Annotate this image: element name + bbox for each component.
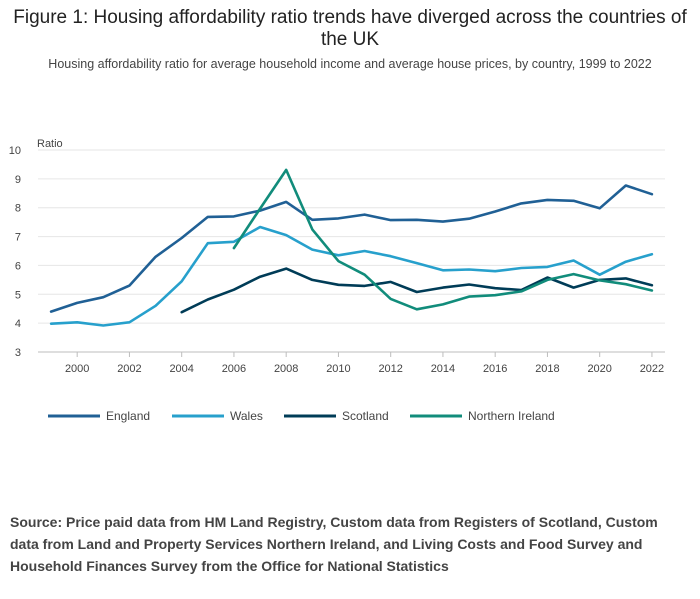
legend-label: Scotland (342, 409, 389, 423)
y-tick-label: 6 (15, 260, 21, 272)
y-axis-ticks: 3 4 5 6 7 8 9 10 (9, 145, 21, 359)
gridlines (38, 149, 665, 353)
series-line-england (49, 184, 654, 313)
x-tick-label: 2006 (222, 363, 246, 375)
x-tick-label: 2016 (483, 363, 507, 375)
x-tick-label: 2014 (431, 363, 455, 375)
series-line-northern-ireland (232, 168, 654, 311)
series-line-wales (49, 225, 654, 327)
legend-label: Wales (230, 409, 263, 423)
legend-item-scotland: Scotland (284, 409, 389, 423)
y-tick-label: 3 (15, 347, 21, 359)
x-axis-ticks: 2000 2002 2004 2006 2008 2010 2012 2014 2016 2018… (65, 352, 664, 375)
x-tick-label: 2020 (587, 363, 611, 375)
x-tick-label: 2002 (117, 363, 141, 375)
y-tick-label: 10 (9, 145, 21, 157)
source-note: Source: Price paid data from HM Land Reg… (10, 514, 658, 574)
legend-label: Northern Ireland (468, 409, 555, 423)
y-tick-label: 9 (15, 174, 21, 186)
series-line-scotland (180, 267, 654, 314)
x-tick-label: 2012 (378, 363, 402, 375)
legend-item-england: England (48, 409, 150, 423)
chart-title: Figure 1: Housing affordability ratio tr… (13, 7, 687, 50)
x-tick-label: 2018 (535, 363, 559, 375)
x-tick-label: 2008 (274, 363, 298, 375)
legend-item-northern-ireland: Northern Ireland (410, 409, 555, 423)
x-tick-label: 2004 (169, 363, 193, 375)
legend-item-wales: Wales (172, 409, 263, 423)
y-tick-label: 5 (15, 289, 21, 301)
x-tick-label: 2000 (65, 363, 89, 375)
y-tick-label: 8 (15, 203, 21, 215)
y-tick-label: 4 (15, 318, 21, 330)
y-axis-label: Ratio (37, 138, 63, 150)
chart-subtitle: Housing affordability ratio for average … (48, 57, 652, 71)
x-tick-label: 2022 (640, 363, 664, 375)
series-lines (49, 168, 654, 327)
x-tick-label: 2010 (326, 363, 350, 375)
y-tick-label: 7 (15, 232, 21, 244)
line-chart: Ratio 3 4 5 6 7 8 9 10 2000 2002 2004 2006 2008 2010… (9, 138, 665, 423)
legend: England Wales Scotland Northern Ireland (48, 409, 555, 423)
legend-label: England (106, 409, 150, 423)
